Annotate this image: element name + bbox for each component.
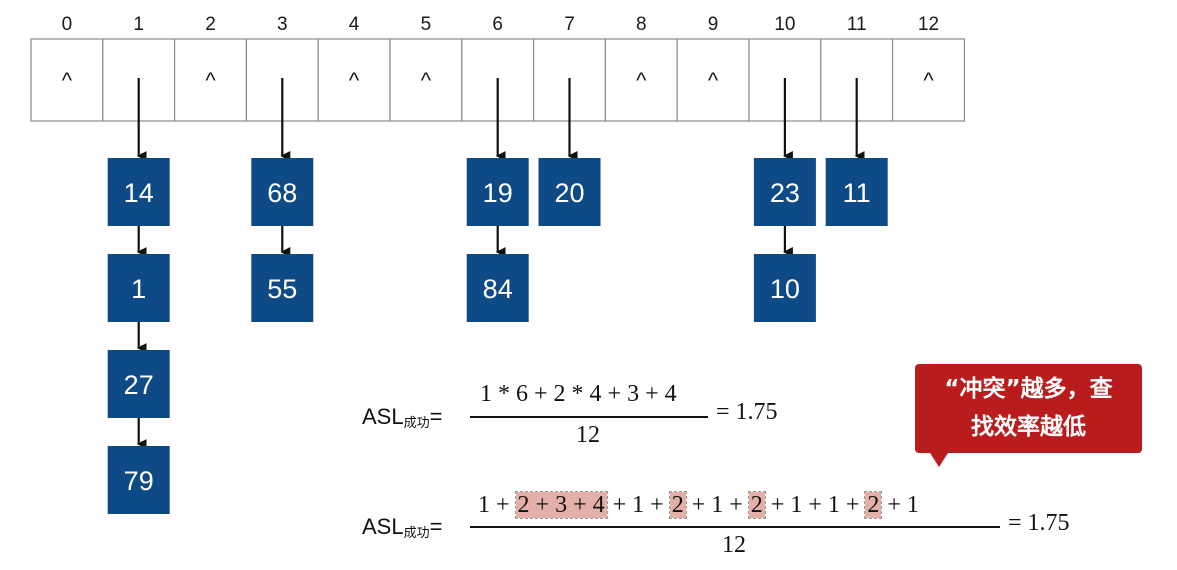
chain-node — [538, 158, 601, 226]
formula1-numerator: 1 * 6 + 2 * 4 + 3 + 4 — [480, 381, 677, 407]
chain-node — [466, 254, 529, 322]
formula1-fraction-bar — [470, 416, 708, 418]
chain-node-value: 55 — [267, 274, 297, 304]
formula1-denominator: 12 — [576, 422, 600, 448]
term: + 1 + 1 + — [764, 492, 866, 518]
index-label: 0 — [62, 14, 73, 35]
index-label: 3 — [277, 14, 288, 35]
hash-slot — [604, 38, 678, 122]
chain-node — [825, 158, 888, 226]
chain-node-value: 68 — [267, 178, 297, 208]
callout-pointer — [930, 453, 948, 467]
index-label: 1 — [133, 14, 144, 35]
hash-slot — [30, 38, 104, 122]
chain-node — [251, 158, 314, 226]
callout-line-2: 找效率越低 — [971, 414, 1086, 440]
formula2-fraction-bar — [470, 526, 1000, 528]
chain-node-value: 14 — [124, 178, 154, 208]
chain-node-value: 84 — [483, 274, 513, 304]
index-label: 7 — [564, 14, 575, 35]
term: + 1 + — [685, 492, 749, 518]
index-label: 2 — [205, 14, 216, 35]
index-label: 4 — [349, 14, 360, 35]
null-pointer-marker: ^ — [62, 68, 73, 93]
index-label: 8 — [636, 14, 647, 35]
null-pointer-marker: ^ — [636, 68, 647, 93]
chain-node-value: 20 — [554, 178, 584, 208]
chain-node-value: 1 — [131, 274, 146, 304]
formula1-result: = 1.75 — [716, 399, 778, 425]
chain-node — [107, 350, 170, 418]
null-pointer-marker: ^ — [923, 68, 934, 93]
collision-chains: 14 1 27 79 68 55 19 84 20 23 10 11 — [107, 78, 888, 514]
chain-node-value: 11 — [843, 178, 871, 208]
term: 1 + — [478, 492, 516, 518]
chain-node — [107, 158, 170, 226]
asl-label-2: ASL成功= — [362, 514, 443, 540]
chain-node — [466, 158, 529, 226]
chain-node — [753, 254, 816, 322]
chain-node — [251, 254, 314, 322]
chain-node — [107, 446, 170, 514]
chain-node — [107, 254, 170, 322]
index-label: 12 — [918, 14, 939, 35]
term: + 1 — [881, 492, 919, 518]
formula2-numerator: 1 + 2 + 3 + 4 + 1 + 2 + 1 + 2 + 1 + 1 + … — [478, 491, 919, 519]
chain-node — [753, 158, 816, 226]
formula2-result: = 1.75 — [1008, 510, 1070, 536]
null-pointer-marker: ^ — [349, 68, 360, 93]
term: + 1 + — [606, 492, 670, 518]
hash-slot — [676, 38, 750, 122]
null-pointer-marker: ^ — [708, 68, 719, 93]
asl-label-1: ASL成功= — [362, 404, 443, 430]
hash-slot — [317, 38, 391, 122]
formula2-denominator: 12 — [722, 532, 746, 558]
callout-line-1: “冲突”越多，查 — [944, 376, 1113, 402]
conflict-callout: “冲突”越多，查 找效率越低 — [915, 364, 1142, 453]
index-label: 10 — [774, 14, 795, 35]
null-pointer-marker: ^ — [205, 68, 216, 93]
chain-node-value: 23 — [770, 178, 800, 208]
null-pointer-marker: ^ — [421, 68, 432, 93]
hash-slot — [891, 38, 965, 122]
highlight-collision-1: 2 + 3 + 4 — [514, 491, 608, 519]
index-label: 11 — [847, 14, 867, 35]
highlight-collision-3: 2 — [668, 491, 687, 519]
highlight-collision-10: 2 — [864, 491, 883, 519]
chain-node-value: 27 — [124, 370, 154, 400]
chain-node-value: 10 — [770, 274, 800, 304]
highlight-collision-6: 2 — [747, 491, 766, 519]
chain-node-value: 19 — [483, 178, 513, 208]
chain-node-value: 79 — [124, 466, 154, 496]
index-labels: 0 1 2 3 4 5 6 7 8 9 10 11 12 — [62, 14, 939, 35]
index-label: 6 — [492, 14, 503, 35]
index-label: 5 — [421, 14, 432, 35]
hash-slot — [389, 38, 463, 122]
index-label: 9 — [708, 14, 719, 35]
